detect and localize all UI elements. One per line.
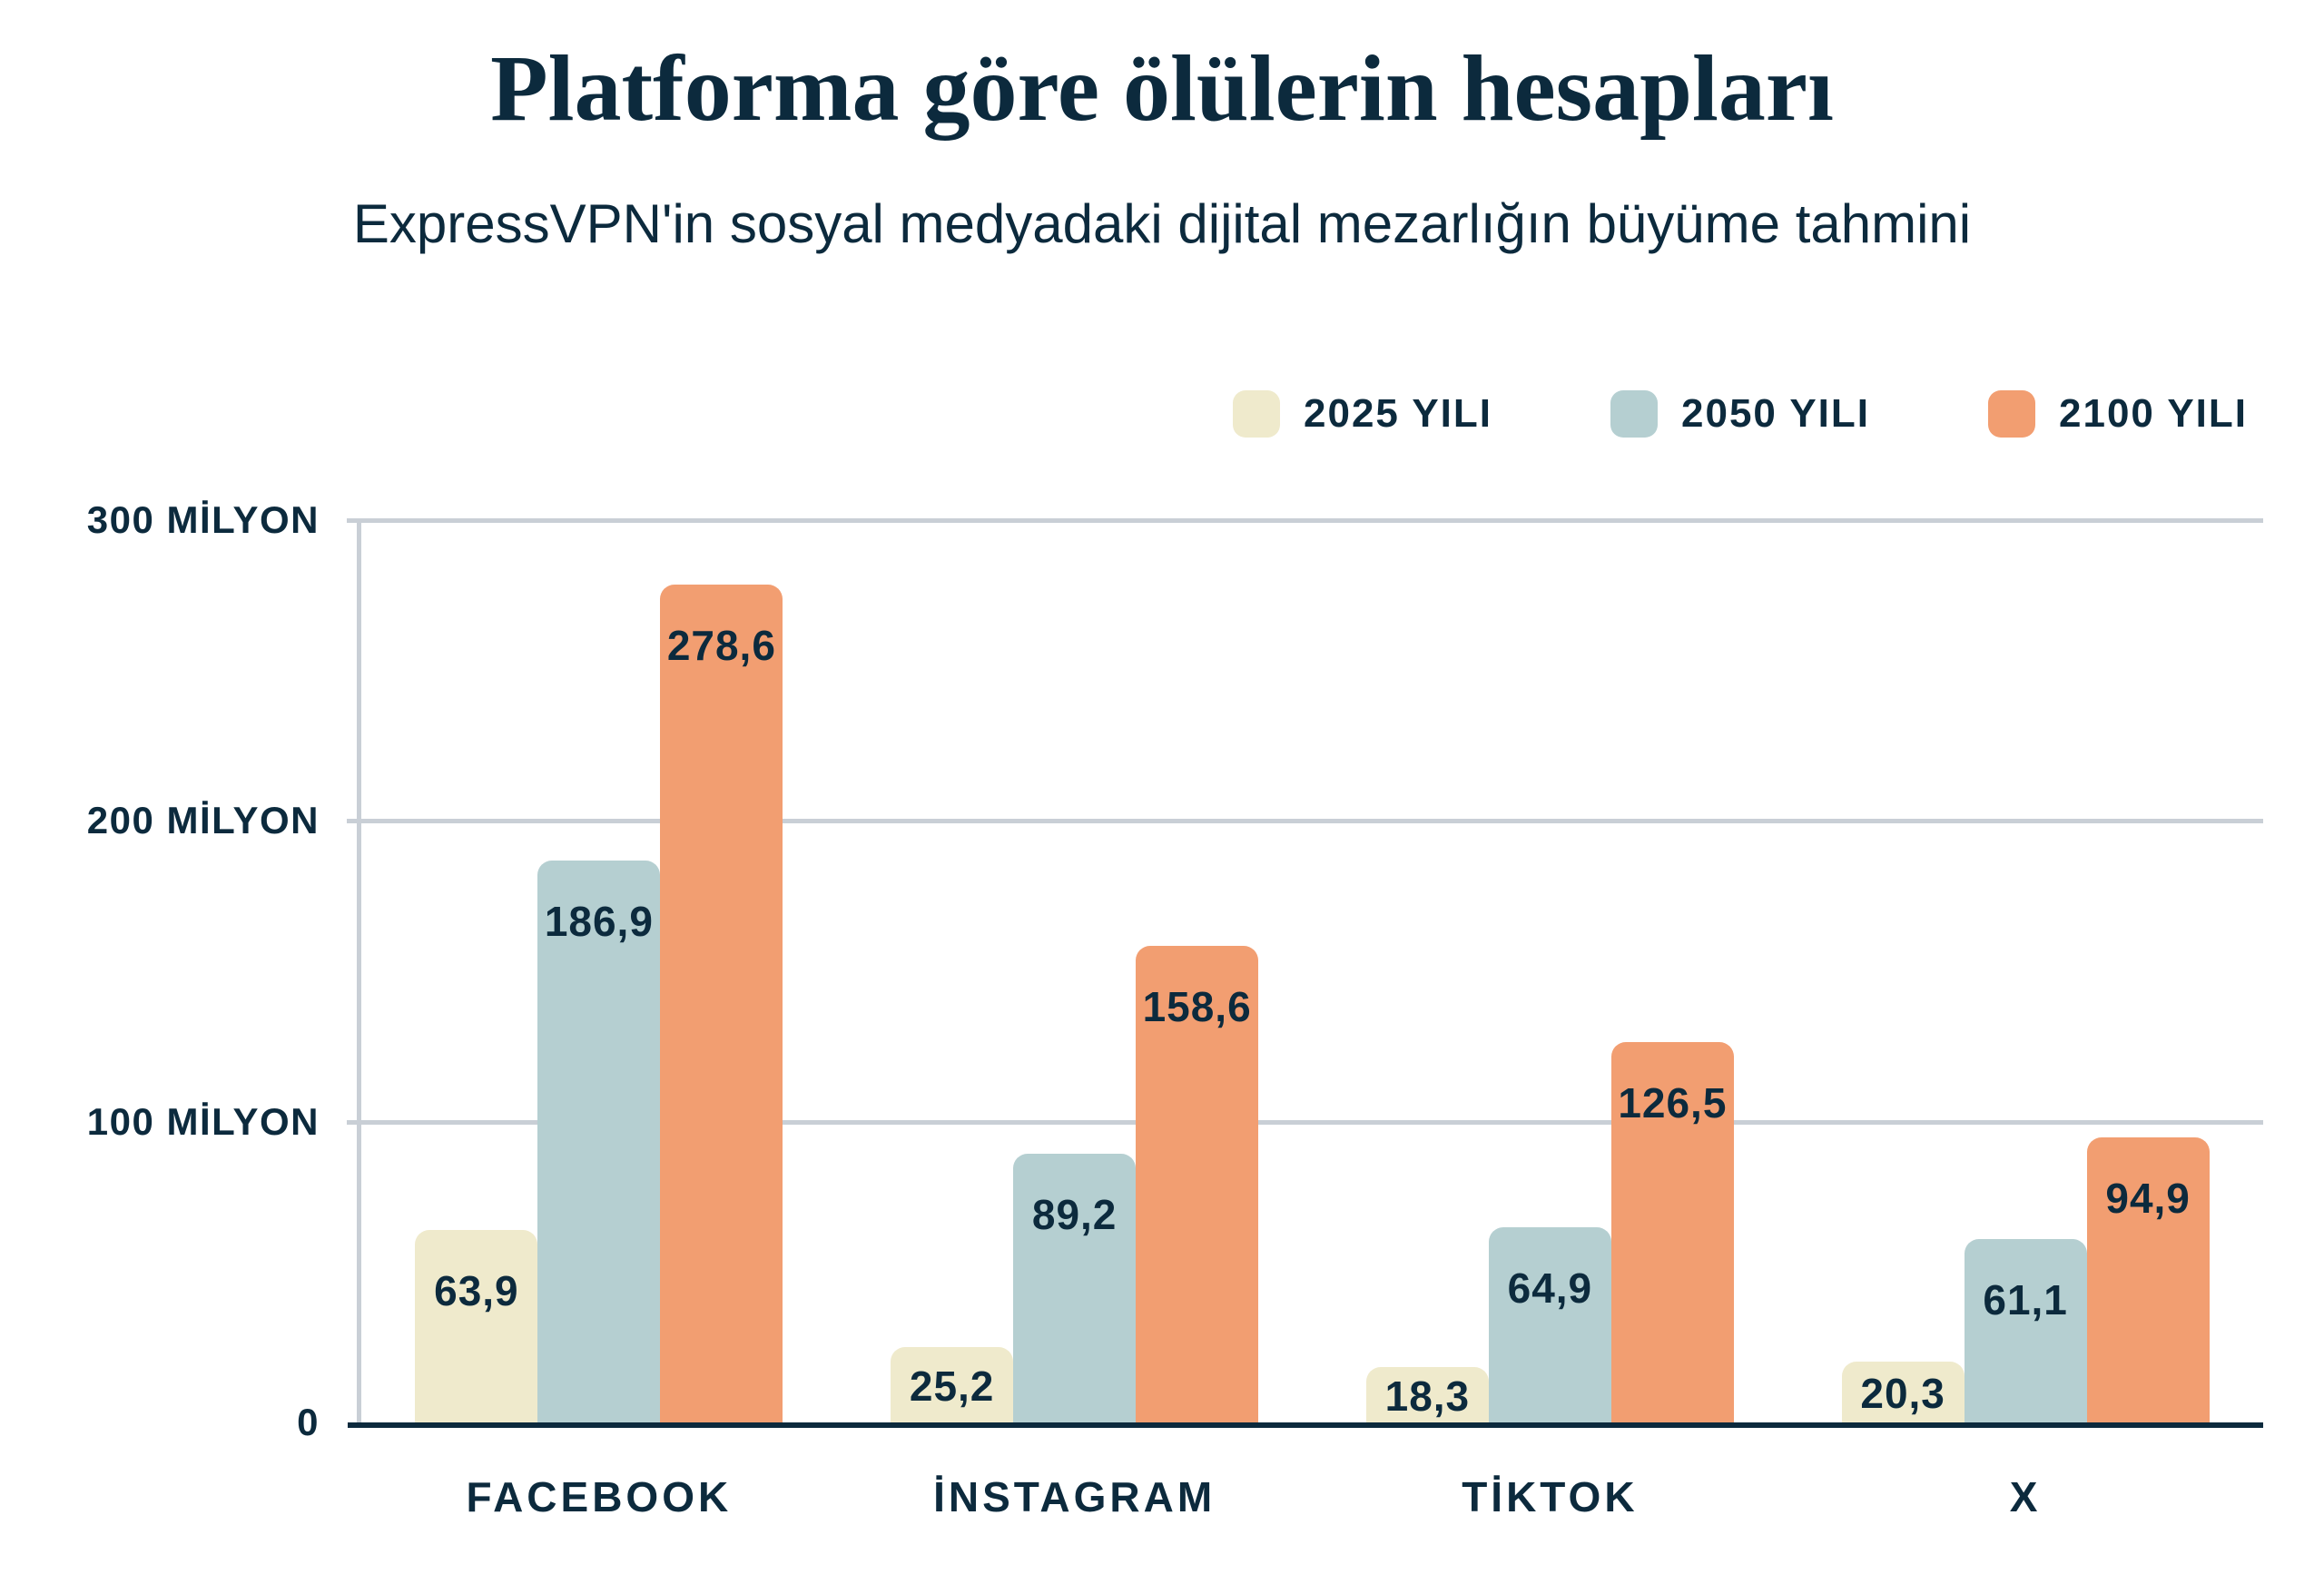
bar-i̇nstagram-2100: 158,6	[1136, 946, 1259, 1422]
category-label-x: X	[2009, 1473, 2042, 1520]
bar-value-label: 25,2	[909, 1362, 995, 1410]
bar-facebook-2050: 186,9	[537, 861, 661, 1422]
bar-facebook-2100: 278,6	[660, 585, 783, 1422]
legend-swatch-2050	[1610, 390, 1658, 438]
y-axis-tick-label: 0	[297, 1401, 320, 1443]
bar-x-2100: 94,9	[2086, 1137, 2210, 1422]
legend-swatch-2025	[1233, 390, 1280, 438]
bar-value-label: 186,9	[544, 898, 654, 945]
bar-value-label: 18,3	[1384, 1372, 1471, 1420]
bar-i̇nstagram-2050: 89,2	[1013, 1154, 1137, 1422]
bar-ti̇ktok-2100: 126,5	[1610, 1042, 1734, 1422]
legend-label-2100: 2100 YILI	[2059, 391, 2248, 436]
bar-group-x: 20,3 61,1 94,9	[1841, 520, 2210, 1422]
bar-value-label: 89,2	[1031, 1191, 1118, 1238]
gridline-300m	[347, 518, 2263, 523]
bar-facebook-2025: 63,9	[415, 1230, 538, 1422]
gridline-100m	[347, 1119, 2263, 1125]
bar-value-label: 61,1	[1983, 1276, 2068, 1323]
bar-value-label: 20,3	[1860, 1369, 1945, 1417]
y-axis-line	[357, 520, 361, 1425]
legend-label-2025: 2025 YILI	[1304, 391, 1492, 436]
bar-x-2025: 20,3	[1841, 1362, 1965, 1422]
bar-value-label: 94,9	[2105, 1175, 2191, 1222]
chart-subtitle: ExpressVPN'in sosyal medyadaki dijital m…	[352, 193, 1972, 254]
bar-value-label: 158,6	[1142, 983, 1252, 1030]
legend-swatch-2100	[1988, 390, 2035, 438]
category-label-facebook: FACEBOOK	[466, 1473, 733, 1520]
category-label-ti̇ktok: TİKTOK	[1462, 1473, 1639, 1520]
bar-i̇nstagram-2025: 25,2	[891, 1347, 1014, 1422]
gridline-200m	[347, 819, 2263, 824]
y-axis-tick-label: 200 MİLYON	[86, 799, 320, 842]
category-label-i̇nstagram: İNSTAGRAM	[933, 1473, 1216, 1520]
bar-value-label: 64,9	[1507, 1264, 1593, 1312]
bar-ti̇ktok-2025: 18,3	[1365, 1367, 1489, 1422]
legend: 2025 YILI 2050 YILI 2100 YILI	[1233, 390, 2248, 438]
bar-group-facebook: 63,9 186,9 278,6	[415, 520, 783, 1422]
bar-ti̇ktok-2050: 64,9	[1488, 1227, 1611, 1422]
bar-value-label: 278,6	[666, 622, 776, 669]
bar-value-label: 63,9	[434, 1267, 519, 1314]
legend-label-2050: 2050 YILI	[1681, 391, 1870, 436]
x-axis-baseline	[348, 1422, 2263, 1428]
bar-x-2050: 61,1	[1964, 1239, 2087, 1422]
bar-value-label: 126,5	[1618, 1079, 1728, 1127]
y-axis-tick-label: 100 MİLYON	[86, 1099, 320, 1143]
legend-item-2025: 2025 YILI	[1233, 390, 1492, 438]
legend-item-2050: 2050 YILI	[1610, 390, 1870, 438]
bar-group-ti̇ktok: 18,3 64,9 126,5	[1365, 520, 1734, 1422]
bar-group-i̇nstagram: 25,2 89,2 158,6	[891, 520, 1259, 1422]
chart-title: Platforma göre ölülerin hesapları	[490, 36, 1834, 141]
y-axis-tick-label: 300 MİLYON	[86, 498, 320, 541]
legend-item-2100: 2100 YILI	[1988, 390, 2248, 438]
